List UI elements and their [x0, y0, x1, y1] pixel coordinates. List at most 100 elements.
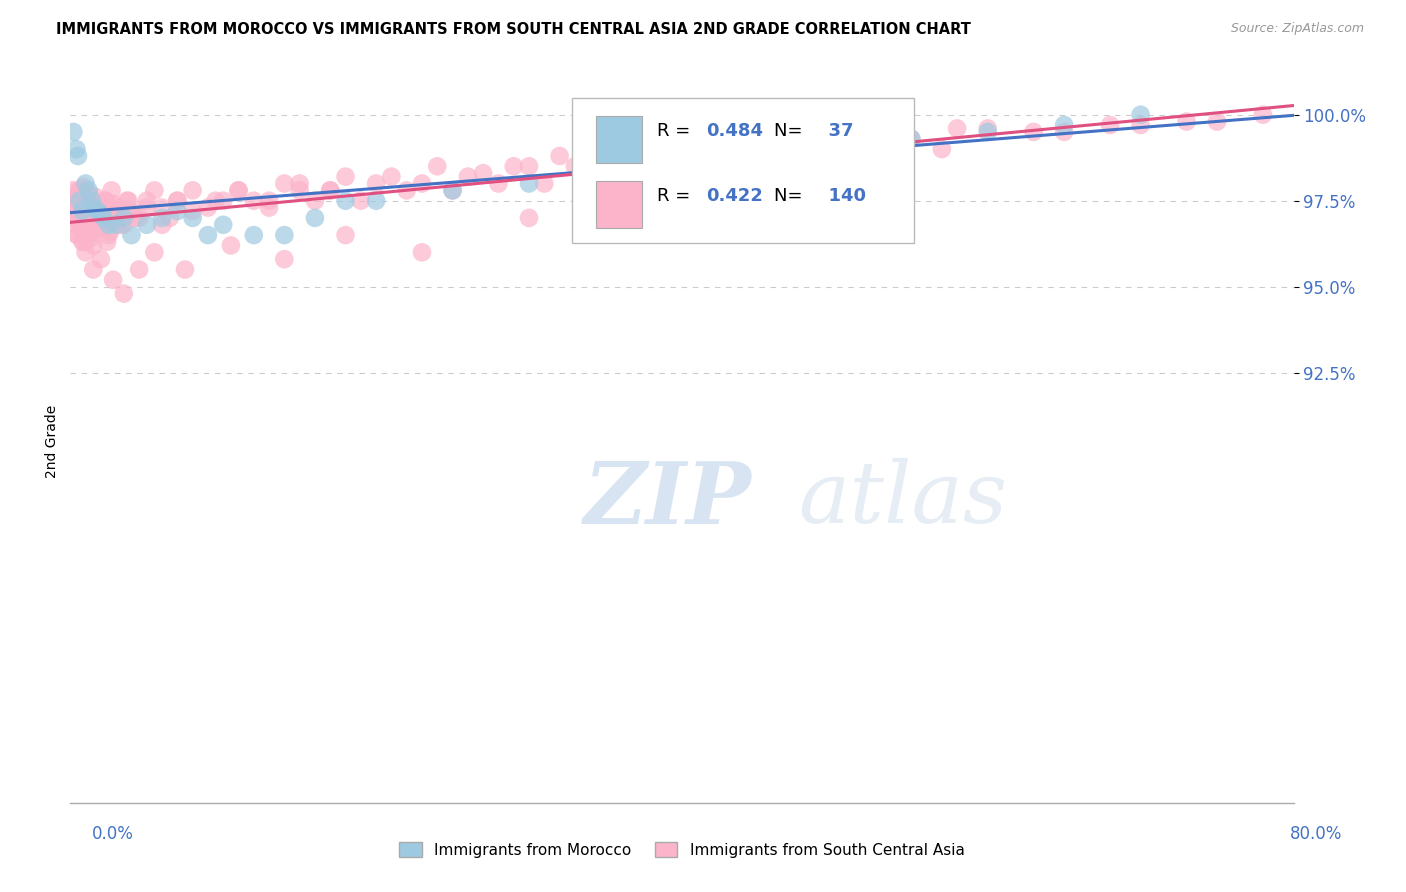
Point	[181, 183, 204, 197]
Point	[150, 201, 173, 215]
Point	[97, 204, 120, 219]
Point	[97, 228, 120, 243]
Point	[335, 228, 357, 243]
Point	[426, 159, 449, 173]
Point	[350, 194, 373, 208]
Point	[83, 214, 105, 228]
Point	[72, 235, 94, 249]
Point	[63, 218, 86, 232]
Point	[212, 194, 235, 208]
Point	[77, 228, 100, 243]
Point	[273, 177, 295, 191]
Point	[1022, 125, 1045, 139]
Point	[610, 149, 633, 163]
Point	[441, 183, 464, 197]
Point	[105, 211, 128, 225]
FancyBboxPatch shape	[596, 117, 643, 163]
Point	[197, 201, 219, 215]
Point	[69, 194, 91, 208]
Text: 37: 37	[817, 122, 853, 140]
Text: N=: N=	[773, 122, 808, 140]
Point	[855, 125, 877, 139]
Point	[93, 211, 115, 225]
Point	[762, 132, 785, 146]
Point	[75, 211, 97, 225]
Point	[135, 194, 157, 208]
Point	[70, 221, 93, 235]
Point	[90, 252, 112, 267]
Point	[79, 218, 101, 232]
Point	[243, 194, 266, 208]
Point	[595, 159, 617, 173]
Point	[94, 194, 117, 208]
Point	[73, 201, 96, 215]
Point	[89, 221, 111, 235]
Point	[112, 211, 135, 225]
Point	[502, 159, 524, 173]
Point	[90, 197, 112, 211]
Point	[65, 190, 87, 204]
Point	[288, 183, 311, 197]
Point	[243, 228, 266, 243]
Point	[655, 142, 678, 156]
Point	[60, 194, 83, 208]
Point	[976, 121, 998, 136]
Point	[128, 211, 150, 225]
Point	[66, 149, 89, 163]
Point	[115, 194, 138, 208]
Point	[87, 204, 110, 219]
Point	[159, 211, 181, 225]
Point	[84, 190, 107, 204]
Point	[731, 183, 754, 197]
Point	[150, 211, 173, 225]
Point	[747, 135, 769, 149]
Point	[72, 204, 94, 219]
Point	[1206, 114, 1229, 128]
Point	[70, 183, 93, 197]
Point	[517, 159, 540, 173]
Point	[76, 194, 98, 208]
Point	[112, 218, 135, 232]
Point	[76, 197, 98, 211]
Point	[411, 177, 433, 191]
Point	[135, 218, 157, 232]
Point	[108, 201, 131, 215]
Point	[366, 177, 388, 191]
Point	[143, 245, 166, 260]
Point	[101, 197, 124, 211]
Point	[166, 194, 188, 208]
Point	[66, 228, 89, 243]
Point	[219, 238, 242, 252]
Point	[288, 177, 311, 191]
Point	[517, 211, 540, 225]
Point	[839, 159, 862, 173]
Point	[66, 197, 89, 211]
Point	[77, 183, 100, 197]
Point	[77, 204, 100, 219]
Point	[624, 194, 647, 208]
Point	[79, 231, 101, 245]
Text: R =: R =	[658, 187, 696, 205]
Point	[212, 218, 235, 232]
Point	[121, 204, 143, 219]
Point	[273, 252, 295, 267]
Point	[166, 204, 188, 219]
Point	[82, 201, 104, 215]
Point	[273, 228, 295, 243]
Point	[70, 194, 93, 208]
Point	[824, 125, 846, 139]
Point	[69, 207, 91, 221]
Point	[112, 286, 135, 301]
Point	[93, 218, 115, 232]
Point	[257, 194, 280, 208]
Point	[441, 183, 464, 197]
Point	[181, 211, 204, 225]
Point	[82, 201, 104, 215]
Point	[73, 235, 96, 249]
Point	[62, 201, 84, 215]
Point	[97, 218, 120, 232]
Point	[91, 211, 114, 225]
Point	[204, 194, 226, 208]
Point	[900, 132, 922, 146]
Text: atlas: atlas	[799, 458, 1007, 541]
